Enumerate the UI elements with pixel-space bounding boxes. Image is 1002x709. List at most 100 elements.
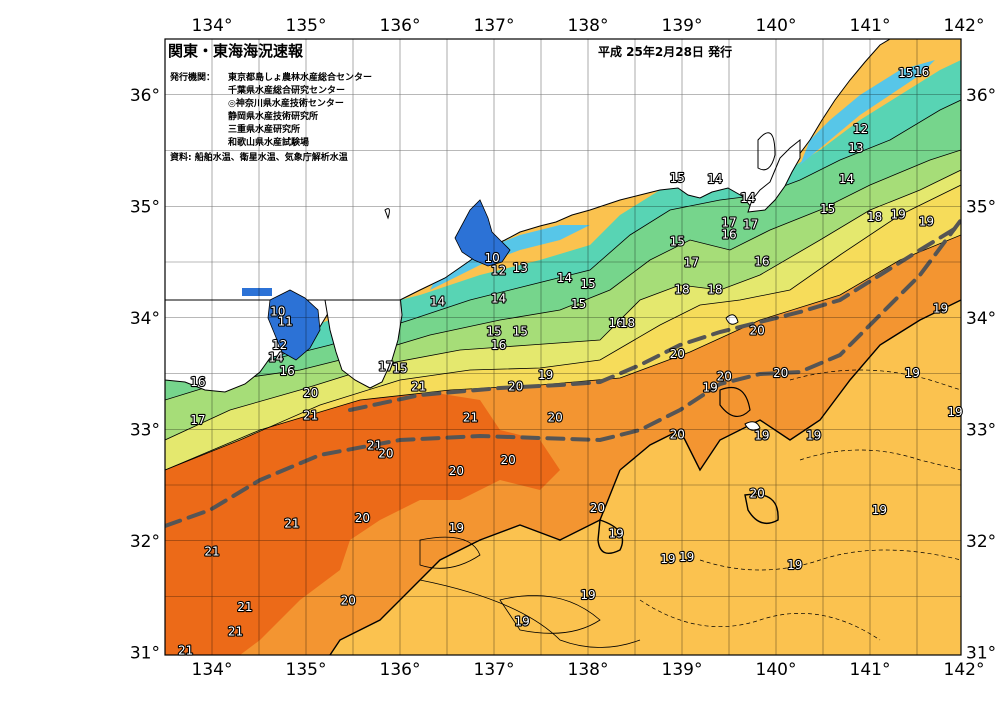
- data-source-note: 資料: 船舶水温、衛星水温、気象庁解析水温: [170, 153, 348, 163]
- longitude-label: 142°: [944, 660, 985, 680]
- isotherm-value-label: 12: [853, 122, 868, 136]
- isotherm-value-label: 12: [491, 263, 506, 277]
- isotherm-value-label: 21: [463, 411, 478, 425]
- publisher-item: 和歌山県水産試験場: [228, 138, 310, 148]
- isotherm-value-label: 19: [703, 380, 718, 394]
- isotherm-value-label: 14: [740, 191, 755, 205]
- longitude-label: 136°: [380, 660, 421, 680]
- isotherm-value-label: 18: [707, 282, 722, 296]
- longitude-label: 137°: [474, 660, 515, 680]
- isotherm-value-label: 17: [743, 218, 758, 232]
- isotherm-value-label: 20: [773, 366, 788, 380]
- longitude-label: 138°: [568, 16, 609, 36]
- zone-10-osaka-bay: [267, 289, 321, 361]
- isotherm-value-label: 19: [609, 527, 624, 541]
- isotherm-value-label: 12: [272, 338, 287, 352]
- longitude-label: 141°: [850, 16, 891, 36]
- zone-20: [165, 235, 961, 655]
- isotherm-dashed-lines: [639, 369, 961, 641]
- isotherm-value-label: 20: [303, 386, 318, 400]
- lon-labels-top: 134° 135° 136° 137° 138° 139° 140° 141° 142°: [192, 16, 985, 36]
- isotherm-value-label: 20: [750, 324, 765, 338]
- publisher-list: 東京都島しょ農林水産総合センター 千葉県水産総合研究センター ◎神奈川県水産技術…: [228, 72, 372, 150]
- graticule: [165, 39, 961, 655]
- isotherm-value-label: 19: [905, 366, 920, 380]
- zone-10-strip: [242, 288, 272, 296]
- latitude-label: 32°: [130, 532, 160, 552]
- isotherm-value-label: 20: [590, 501, 605, 515]
- isotherm-value-label: 17: [721, 215, 736, 229]
- latitude-label: 33°: [130, 420, 160, 440]
- isotherm-value-label: 10: [270, 305, 285, 319]
- isotherm-value-label: 16: [914, 65, 929, 79]
- latitude-label: 34°: [966, 309, 996, 329]
- publisher-item: 東京都島しょ農林水産総合センター: [228, 73, 373, 83]
- isotherm-value-label: 15: [820, 202, 835, 216]
- latitude-label: 36°: [130, 86, 160, 106]
- zone-18: [165, 185, 961, 470]
- isotherm-value-label: 20: [670, 347, 685, 361]
- map-title: 関東・東海海況速報: [168, 42, 304, 60]
- isotherm-value-label: 21: [204, 544, 219, 558]
- isotherm-value-label: 19: [919, 214, 934, 228]
- publisher-label: 発行機関：: [170, 73, 216, 83]
- isotherm-value-label: 15: [392, 362, 407, 376]
- isotherm-value-label: 20: [500, 453, 515, 467]
- isotherm-value-label: 15: [670, 171, 685, 185]
- longitude-label: 134°: [192, 660, 233, 680]
- longitude-label: 135°: [286, 16, 327, 36]
- isotherm-value-label: 15: [580, 277, 595, 291]
- isotherm-value-label: 21: [411, 379, 426, 393]
- isotherm-value-label: 20: [547, 411, 562, 425]
- isotherm-value-label: 19: [660, 552, 675, 566]
- isotherm-value-label: 21: [178, 644, 193, 658]
- isotherm-value-label: 16: [754, 255, 769, 269]
- longitude-label: 139°: [662, 16, 703, 36]
- isotherm-value-label: 14: [430, 295, 445, 309]
- isotherm-value-label: 16: [190, 375, 205, 389]
- isotherm-value-label: 17: [190, 413, 205, 427]
- longitude-label: 135°: [286, 660, 327, 680]
- issue-date: 平成 25年2月28日 発行: [598, 45, 733, 59]
- isotherm-value-label: 15: [513, 325, 528, 339]
- isotherm-value-label: 19: [580, 588, 595, 602]
- isotherm-value-label: 19: [449, 521, 464, 535]
- isotherm-value-label: 15: [898, 66, 913, 80]
- lat-labels-right: 36° 35° 34° 33° 32° 31°: [966, 86, 996, 664]
- isotherm-value-label: 14: [268, 350, 283, 364]
- isotherm-value-label: 17: [378, 359, 393, 373]
- isotherm-value-label: 16: [280, 364, 295, 378]
- isotherm-value-label: 20: [449, 464, 464, 478]
- isotherm-value-label: 15: [571, 297, 586, 311]
- publisher-item: 三重県水産研究所: [228, 125, 301, 135]
- publisher-item: 静岡県水産技術研究所: [228, 112, 319, 122]
- latitude-label: 31°: [130, 643, 160, 663]
- longitude-label: 141°: [850, 660, 891, 680]
- isotherm-value-label: 17: [684, 256, 699, 270]
- isotherm-value-label: 16: [609, 316, 624, 330]
- isotherm-value-label: 20: [355, 511, 370, 525]
- isotherm-value-label: 21: [367, 438, 382, 452]
- isotherm-value-label: 19: [947, 405, 962, 419]
- isotherm-value-label: 14: [557, 271, 572, 285]
- isotherm-value-label: 15: [486, 325, 501, 339]
- latitude-label: 32°: [966, 532, 996, 552]
- isotherm-value-label: 19: [679, 550, 694, 564]
- longitude-label: 142°: [944, 16, 985, 36]
- longitude-label: 137°: [474, 16, 515, 36]
- isotherm-value-label: 13: [848, 141, 863, 155]
- kuroshio-axis: [165, 218, 961, 528]
- isotherm-value-label: 16: [721, 228, 736, 242]
- isotherm-value-label: 11: [278, 315, 293, 329]
- isotherm-value-label: 14: [839, 172, 854, 186]
- zone-10-ise-bay: [454, 199, 511, 267]
- longitude-label: 134°: [192, 16, 233, 36]
- isotherm-value-label: 19: [538, 368, 553, 382]
- isotherm-value-label: 10: [484, 251, 499, 265]
- zone-21: [165, 392, 560, 655]
- isotherm-value-label: 19: [787, 558, 802, 572]
- isotherm-value-label: 20: [508, 379, 523, 393]
- publisher-item: ◎神奈川県水産技術センター: [228, 99, 344, 109]
- isotherm-value-label: 13: [513, 261, 528, 275]
- isotherm-value-label: 20: [341, 593, 356, 607]
